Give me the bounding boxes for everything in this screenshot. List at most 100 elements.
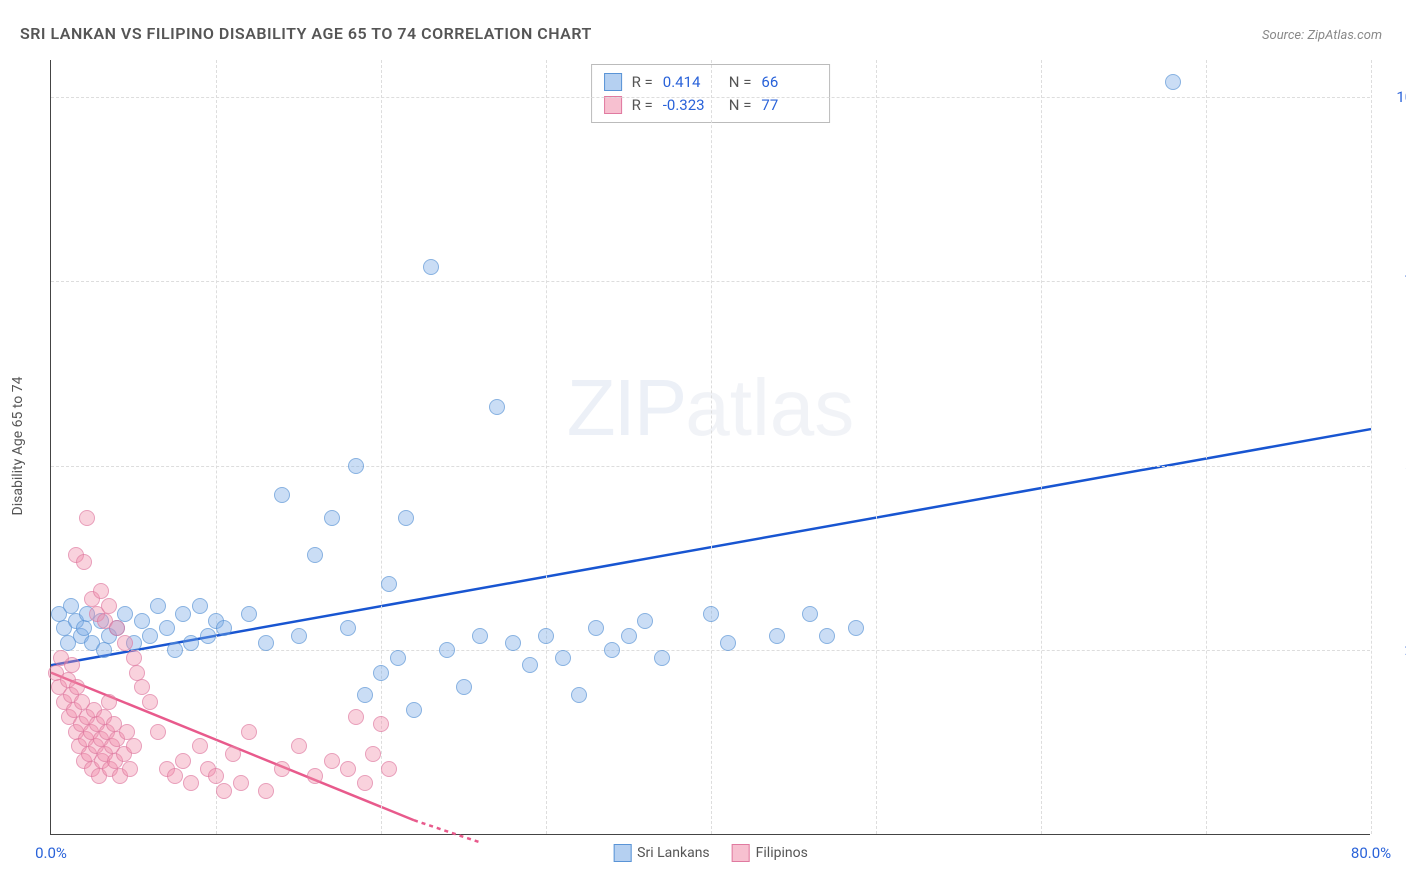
scatter-point: [848, 620, 864, 636]
scatter-point: [348, 458, 364, 474]
gridline-v: [876, 60, 877, 834]
scatter-point: [348, 709, 364, 725]
scatter-point: [119, 724, 135, 740]
scatter-point: [117, 606, 133, 622]
scatter-point: [122, 761, 138, 777]
chart-container: SRI LANKAN VS FILIPINO DISABILITY AGE 65…: [0, 0, 1406, 892]
scatter-point: [769, 628, 785, 644]
scatter-point: [101, 694, 117, 710]
legend-item-srilankan: Sri Lankans: [613, 844, 710, 862]
scatter-point: [472, 628, 488, 644]
y-tick-label: 25.0%: [1380, 641, 1406, 659]
scatter-point: [63, 598, 79, 614]
scatter-point: [720, 635, 736, 651]
gridline-v: [216, 60, 217, 834]
scatter-point: [96, 642, 112, 658]
scatter-point: [489, 399, 505, 415]
scatter-point: [183, 775, 199, 791]
scatter-point: [505, 635, 521, 651]
scatter-point: [373, 716, 389, 732]
scatter-point: [522, 657, 538, 673]
scatter-point: [637, 613, 653, 629]
scatter-point: [555, 650, 571, 666]
gridline-v: [1041, 60, 1042, 834]
scatter-point: [216, 620, 232, 636]
source-attribution: Source: ZipAtlas.com: [1262, 28, 1382, 43]
scatter-point: [216, 783, 232, 799]
scatter-point: [324, 753, 340, 769]
gridline-v: [1371, 60, 1372, 834]
scatter-point: [274, 487, 290, 503]
scatter-point: [167, 768, 183, 784]
scatter-point: [703, 606, 719, 622]
scatter-point: [129, 665, 145, 681]
scatter-point: [79, 510, 95, 526]
scatter-point: [159, 620, 175, 636]
scatter-point: [423, 259, 439, 275]
plot-area: ZIPatlas R = 0.414 N = 66 R = -0.323 N =…: [50, 60, 1370, 835]
scatter-point: [241, 606, 257, 622]
scatter-point: [200, 628, 216, 644]
y-axis-label: Disability Age 65 to 74: [10, 377, 26, 516]
scatter-point: [101, 598, 117, 614]
scatter-point: [819, 628, 835, 644]
scatter-point: [134, 613, 150, 629]
scatter-point: [274, 761, 290, 777]
scatter-point: [340, 620, 356, 636]
scatter-point: [258, 635, 274, 651]
scatter-point: [76, 620, 92, 636]
scatter-point: [233, 775, 249, 791]
gridline-v: [711, 60, 712, 834]
scatter-point: [588, 620, 604, 636]
scatter-point: [109, 620, 125, 636]
scatter-point: [126, 738, 142, 754]
y-tick-label: 100.0%: [1380, 88, 1406, 106]
series-legend: Sri Lankans Filipinos: [613, 844, 808, 862]
scatter-point: [64, 657, 80, 673]
swatch-filipino: [732, 844, 750, 862]
scatter-point: [192, 738, 208, 754]
scatter-point: [1165, 74, 1181, 90]
scatter-point: [604, 642, 620, 658]
scatter-point: [93, 583, 109, 599]
scatter-point: [69, 679, 85, 695]
scatter-point: [134, 679, 150, 695]
scatter-point: [365, 746, 381, 762]
y-tick-label: 75.0%: [1380, 272, 1406, 290]
scatter-point: [258, 783, 274, 799]
scatter-point: [167, 642, 183, 658]
x-tick-label: 0.0%: [35, 844, 67, 862]
scatter-point: [571, 687, 587, 703]
x-tick-label: 80.0%: [1351, 844, 1391, 862]
scatter-point: [241, 724, 257, 740]
scatter-point: [291, 738, 307, 754]
scatter-point: [117, 635, 133, 651]
scatter-point: [142, 694, 158, 710]
scatter-point: [802, 606, 818, 622]
scatter-point: [150, 598, 166, 614]
scatter-point: [307, 547, 323, 563]
scatter-point: [324, 510, 340, 526]
scatter-point: [192, 598, 208, 614]
scatter-point: [621, 628, 637, 644]
scatter-point: [126, 650, 142, 666]
scatter-point: [142, 628, 158, 644]
scatter-point: [381, 761, 397, 777]
y-tick-label: 50.0%: [1380, 457, 1406, 475]
scatter-point: [406, 702, 422, 718]
scatter-point: [307, 768, 323, 784]
legend-item-filipino: Filipinos: [732, 844, 808, 862]
scatter-point: [175, 606, 191, 622]
gridline-v: [546, 60, 547, 834]
scatter-point: [357, 687, 373, 703]
scatter-point: [208, 768, 224, 784]
scatter-point: [373, 665, 389, 681]
scatter-point: [340, 761, 356, 777]
scatter-point: [381, 576, 397, 592]
scatter-point: [398, 510, 414, 526]
swatch-srilankan: [613, 844, 631, 862]
gridline-v: [1206, 60, 1207, 834]
scatter-point: [390, 650, 406, 666]
scatter-point: [225, 746, 241, 762]
scatter-point: [654, 650, 670, 666]
